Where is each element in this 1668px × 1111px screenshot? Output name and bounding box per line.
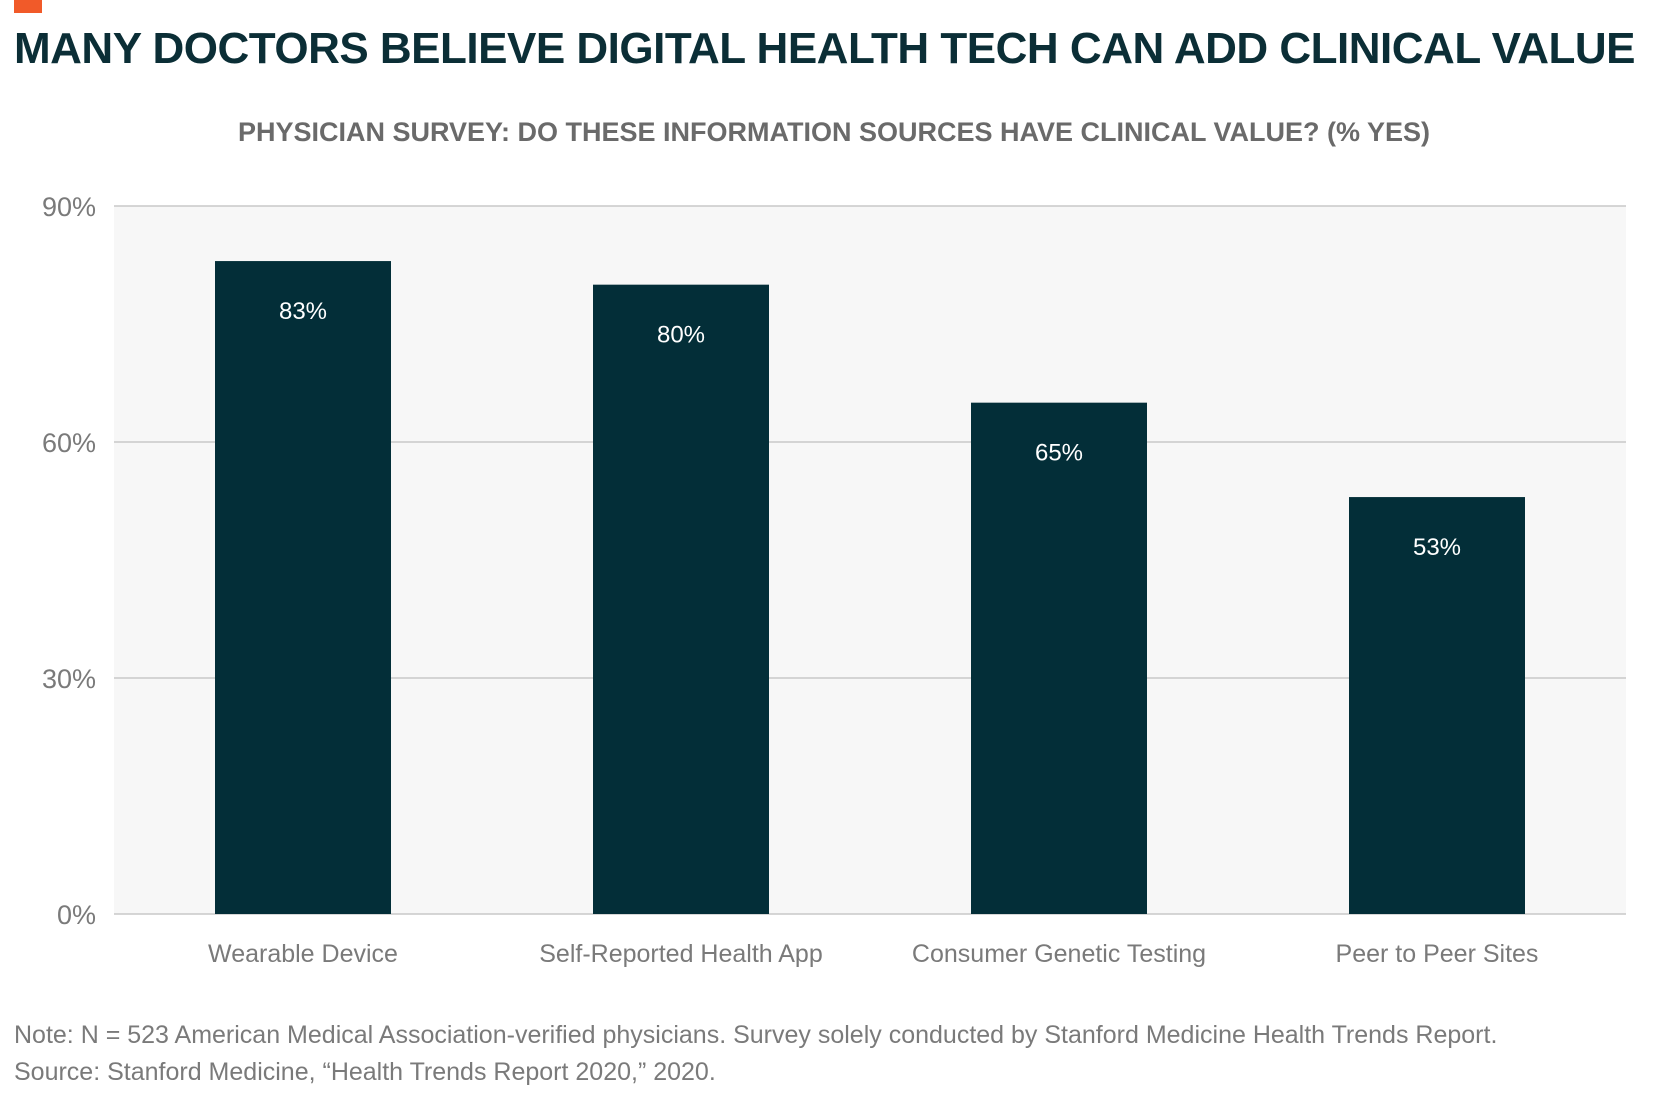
accent-bar [14,0,42,13]
data-label: 83% [279,298,327,325]
y-tick-label: 0% [57,900,96,930]
y-tick-label: 60% [42,428,96,458]
data-label: 65% [1035,440,1083,467]
bar [971,402,1147,914]
bar-chart: 0% 30% 60% 90% 83% Wearable Device 80% Self-Rep… [42,192,1626,968]
data-label: 53% [1413,534,1461,561]
chart-source: Source: Stanford Medicine, “Health Trend… [14,1058,716,1086]
data-label: 80% [657,322,705,349]
x-tick-label: Self-Reported Health App [539,940,823,968]
bar [1349,497,1525,914]
bar [593,284,769,915]
x-tick-label: Peer to Peer Sites [1336,940,1539,968]
bar [215,261,391,915]
y-tick-label: 90% [42,192,96,222]
chart-title: PHYSICIAN SURVEY: DO THESE INFORMATION S… [237,117,1431,147]
chart-note: Note: N = 523 American Medical Associati… [14,1021,1498,1049]
x-tick-label: Wearable Device [208,940,398,968]
y-tick-label: 30% [42,664,96,694]
x-tick-label: Consumer Genetic Testing [912,940,1206,968]
page-title: MANY DOCTORS BELIEVE DIGITAL HEALTH TECH… [14,24,1636,73]
